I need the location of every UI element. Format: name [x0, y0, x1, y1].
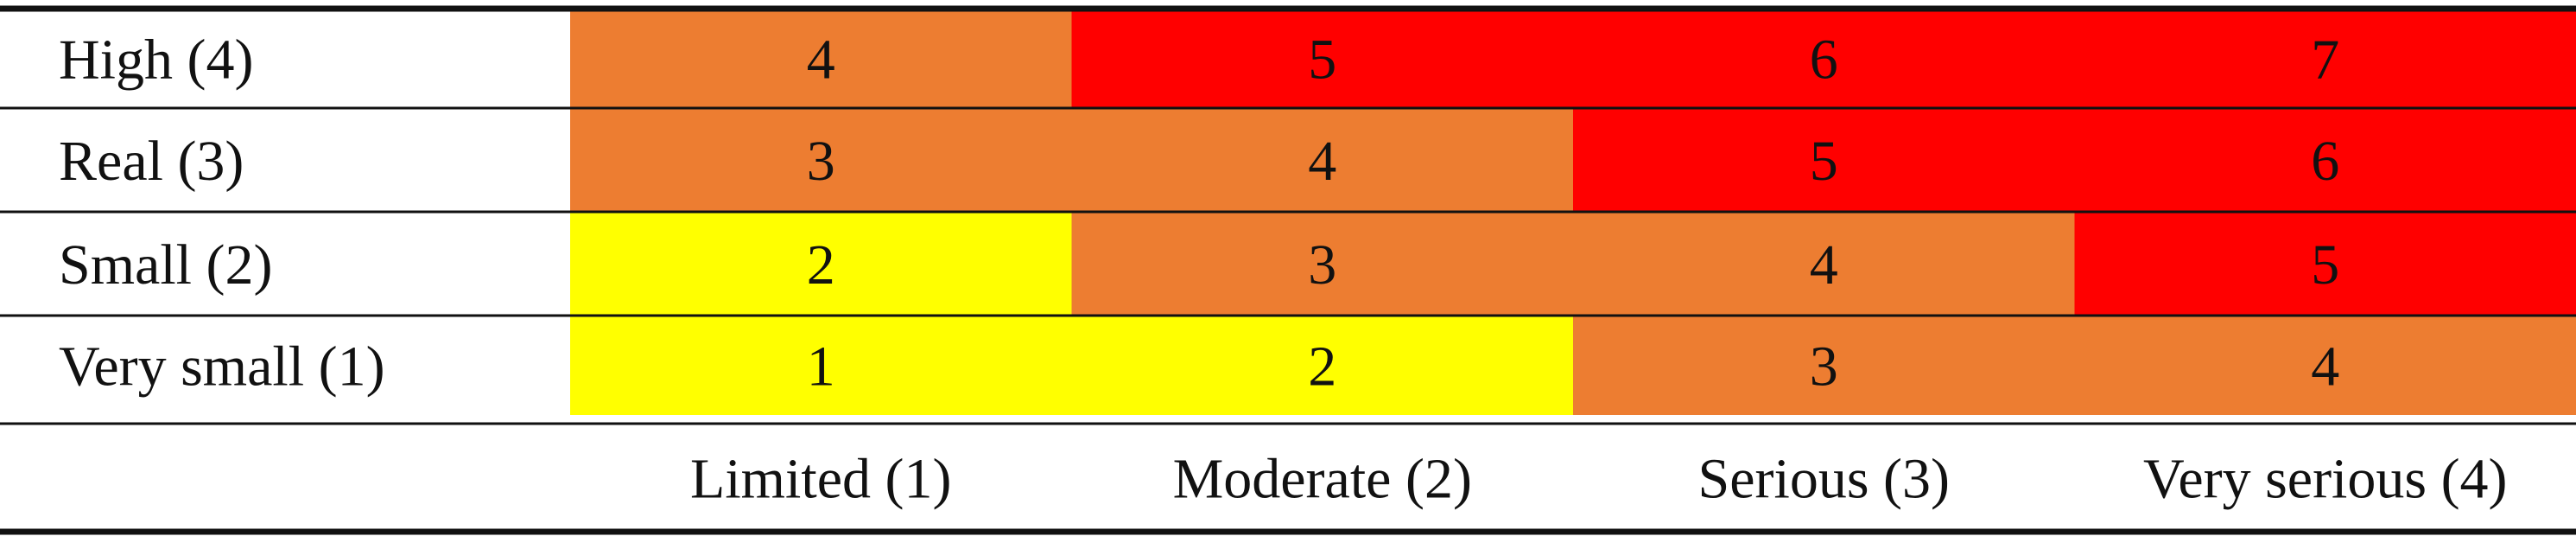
column-label: Moderate (2): [1173, 448, 1472, 511]
risk-cell: [2074, 316, 2576, 415]
risk-cell: [2074, 9, 2576, 108]
risk-cell: [1573, 316, 2075, 415]
risk-cell: [1071, 108, 1574, 212]
risk-cell: [1573, 108, 2075, 212]
risk-value: 5: [1308, 29, 1336, 92]
risk-cell: [570, 9, 1072, 108]
risk-cell: [1071, 212, 1574, 316]
risk-cell: [2074, 108, 2576, 212]
row-label: Small (2): [59, 233, 272, 297]
risk-value: 2: [1308, 335, 1336, 399]
risk-cell: [570, 316, 1072, 415]
column-label: Serious (3): [1698, 448, 1950, 511]
risk-value: 4: [2311, 335, 2339, 399]
risk-value: 3: [807, 130, 835, 193]
column-label: Very serious (4): [2143, 448, 2508, 511]
risk-value: 4: [1810, 233, 1838, 297]
risk-value: 1: [807, 335, 835, 399]
row-label: High (4): [59, 29, 253, 92]
row-label: Real (3): [59, 130, 244, 193]
risk-value: 5: [1810, 130, 1838, 193]
risk-cell: [1573, 212, 2075, 316]
row-label: Very small (1): [59, 335, 385, 399]
risk-value: 2: [807, 233, 835, 297]
column-label: Limited (1): [690, 448, 951, 511]
risk-value: 4: [1308, 130, 1336, 193]
risk-cell: [570, 212, 1072, 316]
risk-cell: [1071, 316, 1574, 415]
risk-value: 4: [807, 29, 835, 92]
risk-value: 3: [1308, 233, 1336, 297]
risk-cell: [570, 108, 1072, 212]
risk-cell: [1071, 9, 1574, 108]
risk-value: 7: [2311, 29, 2339, 92]
risk-cell: [1573, 9, 2075, 108]
risk-value: 5: [2311, 233, 2339, 297]
risk-value: 6: [1810, 29, 1838, 92]
risk-value: 6: [2311, 130, 2339, 193]
risk-value: 3: [1810, 335, 1838, 399]
risk-cell: [2074, 212, 2576, 316]
